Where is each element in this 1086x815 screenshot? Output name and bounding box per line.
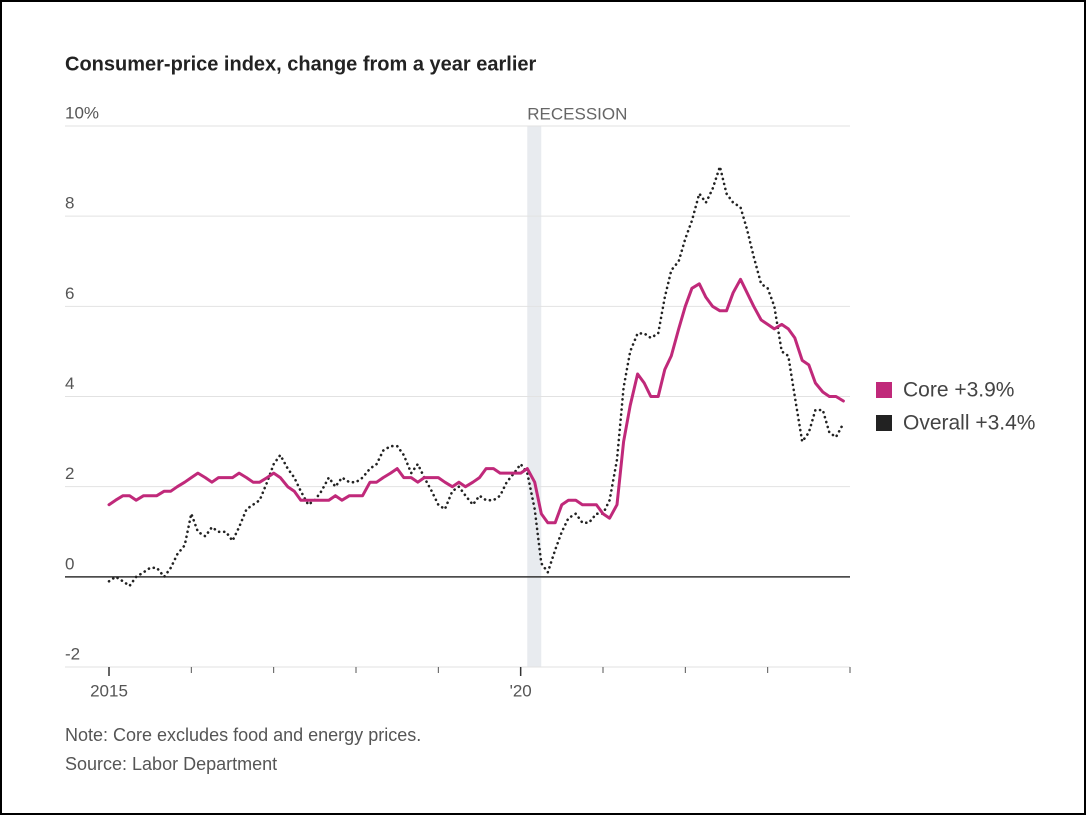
y-tick-label: 10% (65, 103, 99, 122)
y-tick-label: 0 (65, 554, 74, 573)
y-tick-label: -2 (65, 644, 80, 663)
legend-label: Overall +3.4% (903, 412, 1035, 435)
legend-swatch (876, 382, 892, 398)
chart-title: Consumer-price index, change from a year… (65, 53, 537, 75)
legend-swatch (876, 415, 892, 431)
x-tick-label: 2015 (90, 681, 128, 700)
source: Source: Labor Department (65, 754, 277, 774)
legend-label: Core +3.9% (903, 379, 1014, 402)
y-tick-label: 6 (65, 284, 74, 303)
y-tick-label: 2 (65, 464, 74, 483)
series-line (107, 165, 845, 588)
note: Note: Core excludes food and energy pric… (65, 725, 421, 745)
recession-label: RECESSION (527, 104, 627, 123)
x-tick-label: '20 (510, 681, 532, 700)
y-tick-label: 8 (65, 194, 74, 213)
series-line (107, 277, 845, 525)
y-tick-label: 4 (65, 374, 74, 393)
